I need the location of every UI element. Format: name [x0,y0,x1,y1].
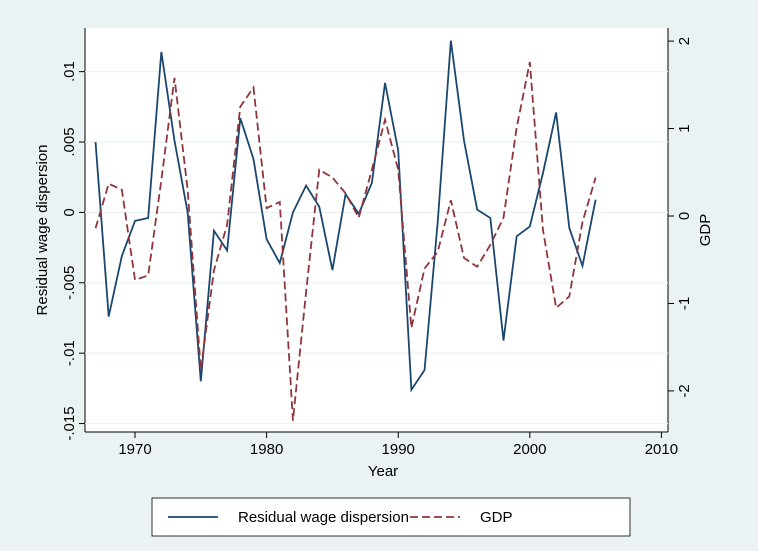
x-tick-label: 1990 [382,441,415,458]
y-tick-label: -.005 [61,266,78,300]
y-tick-label: -.01 [61,340,78,366]
series-line [94,40,597,393]
x-tick-label: 1970 [118,441,151,458]
y2-tick-label: -2 [676,384,693,397]
y-tick-label: .005 [61,127,78,156]
y-tick-label: 0 [61,208,78,216]
y2-tick-label: 1 [676,124,693,132]
y2-tick-label: -1 [676,297,693,310]
y-tick-label: .01 [61,61,78,82]
x-tick-label: 2010 [645,441,678,458]
y-tick-label: -.015 [61,406,78,440]
y2-axis-title: GDP [697,214,714,247]
x-axis-title: Year [368,463,398,480]
y2-tick-label: 0 [676,212,693,220]
legend [151,497,631,537]
y2-tick-label: 2 [676,37,693,45]
legend-label: Residual wage dispersion [238,509,409,526]
series-line [94,61,597,421]
y-axis-title: Residual wage dispersion [34,145,51,316]
x-tick-label: 2000 [513,441,546,458]
x-tick-label: 1980 [250,441,283,458]
legend-label: GDP [480,509,513,526]
